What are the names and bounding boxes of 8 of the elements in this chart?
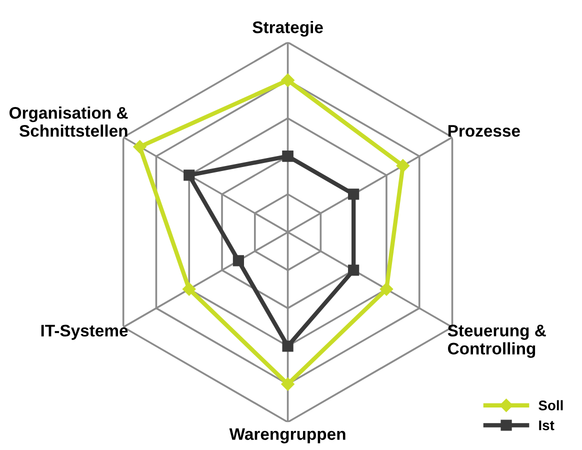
legend-label: Soll <box>538 400 563 410</box>
spoke-label: Organisation & Schnittstellen <box>10 106 128 137</box>
spoke-label: Prozesse <box>448 125 520 137</box>
spoke-label: Strategie <box>252 20 323 37</box>
spoke-label: Steuerung & Controlling <box>448 324 546 358</box>
spoke-label: Warengruppen <box>229 428 346 444</box>
legend-label: Ist <box>539 420 554 430</box>
spoke-label: IT-Systeme <box>41 324 128 340</box>
